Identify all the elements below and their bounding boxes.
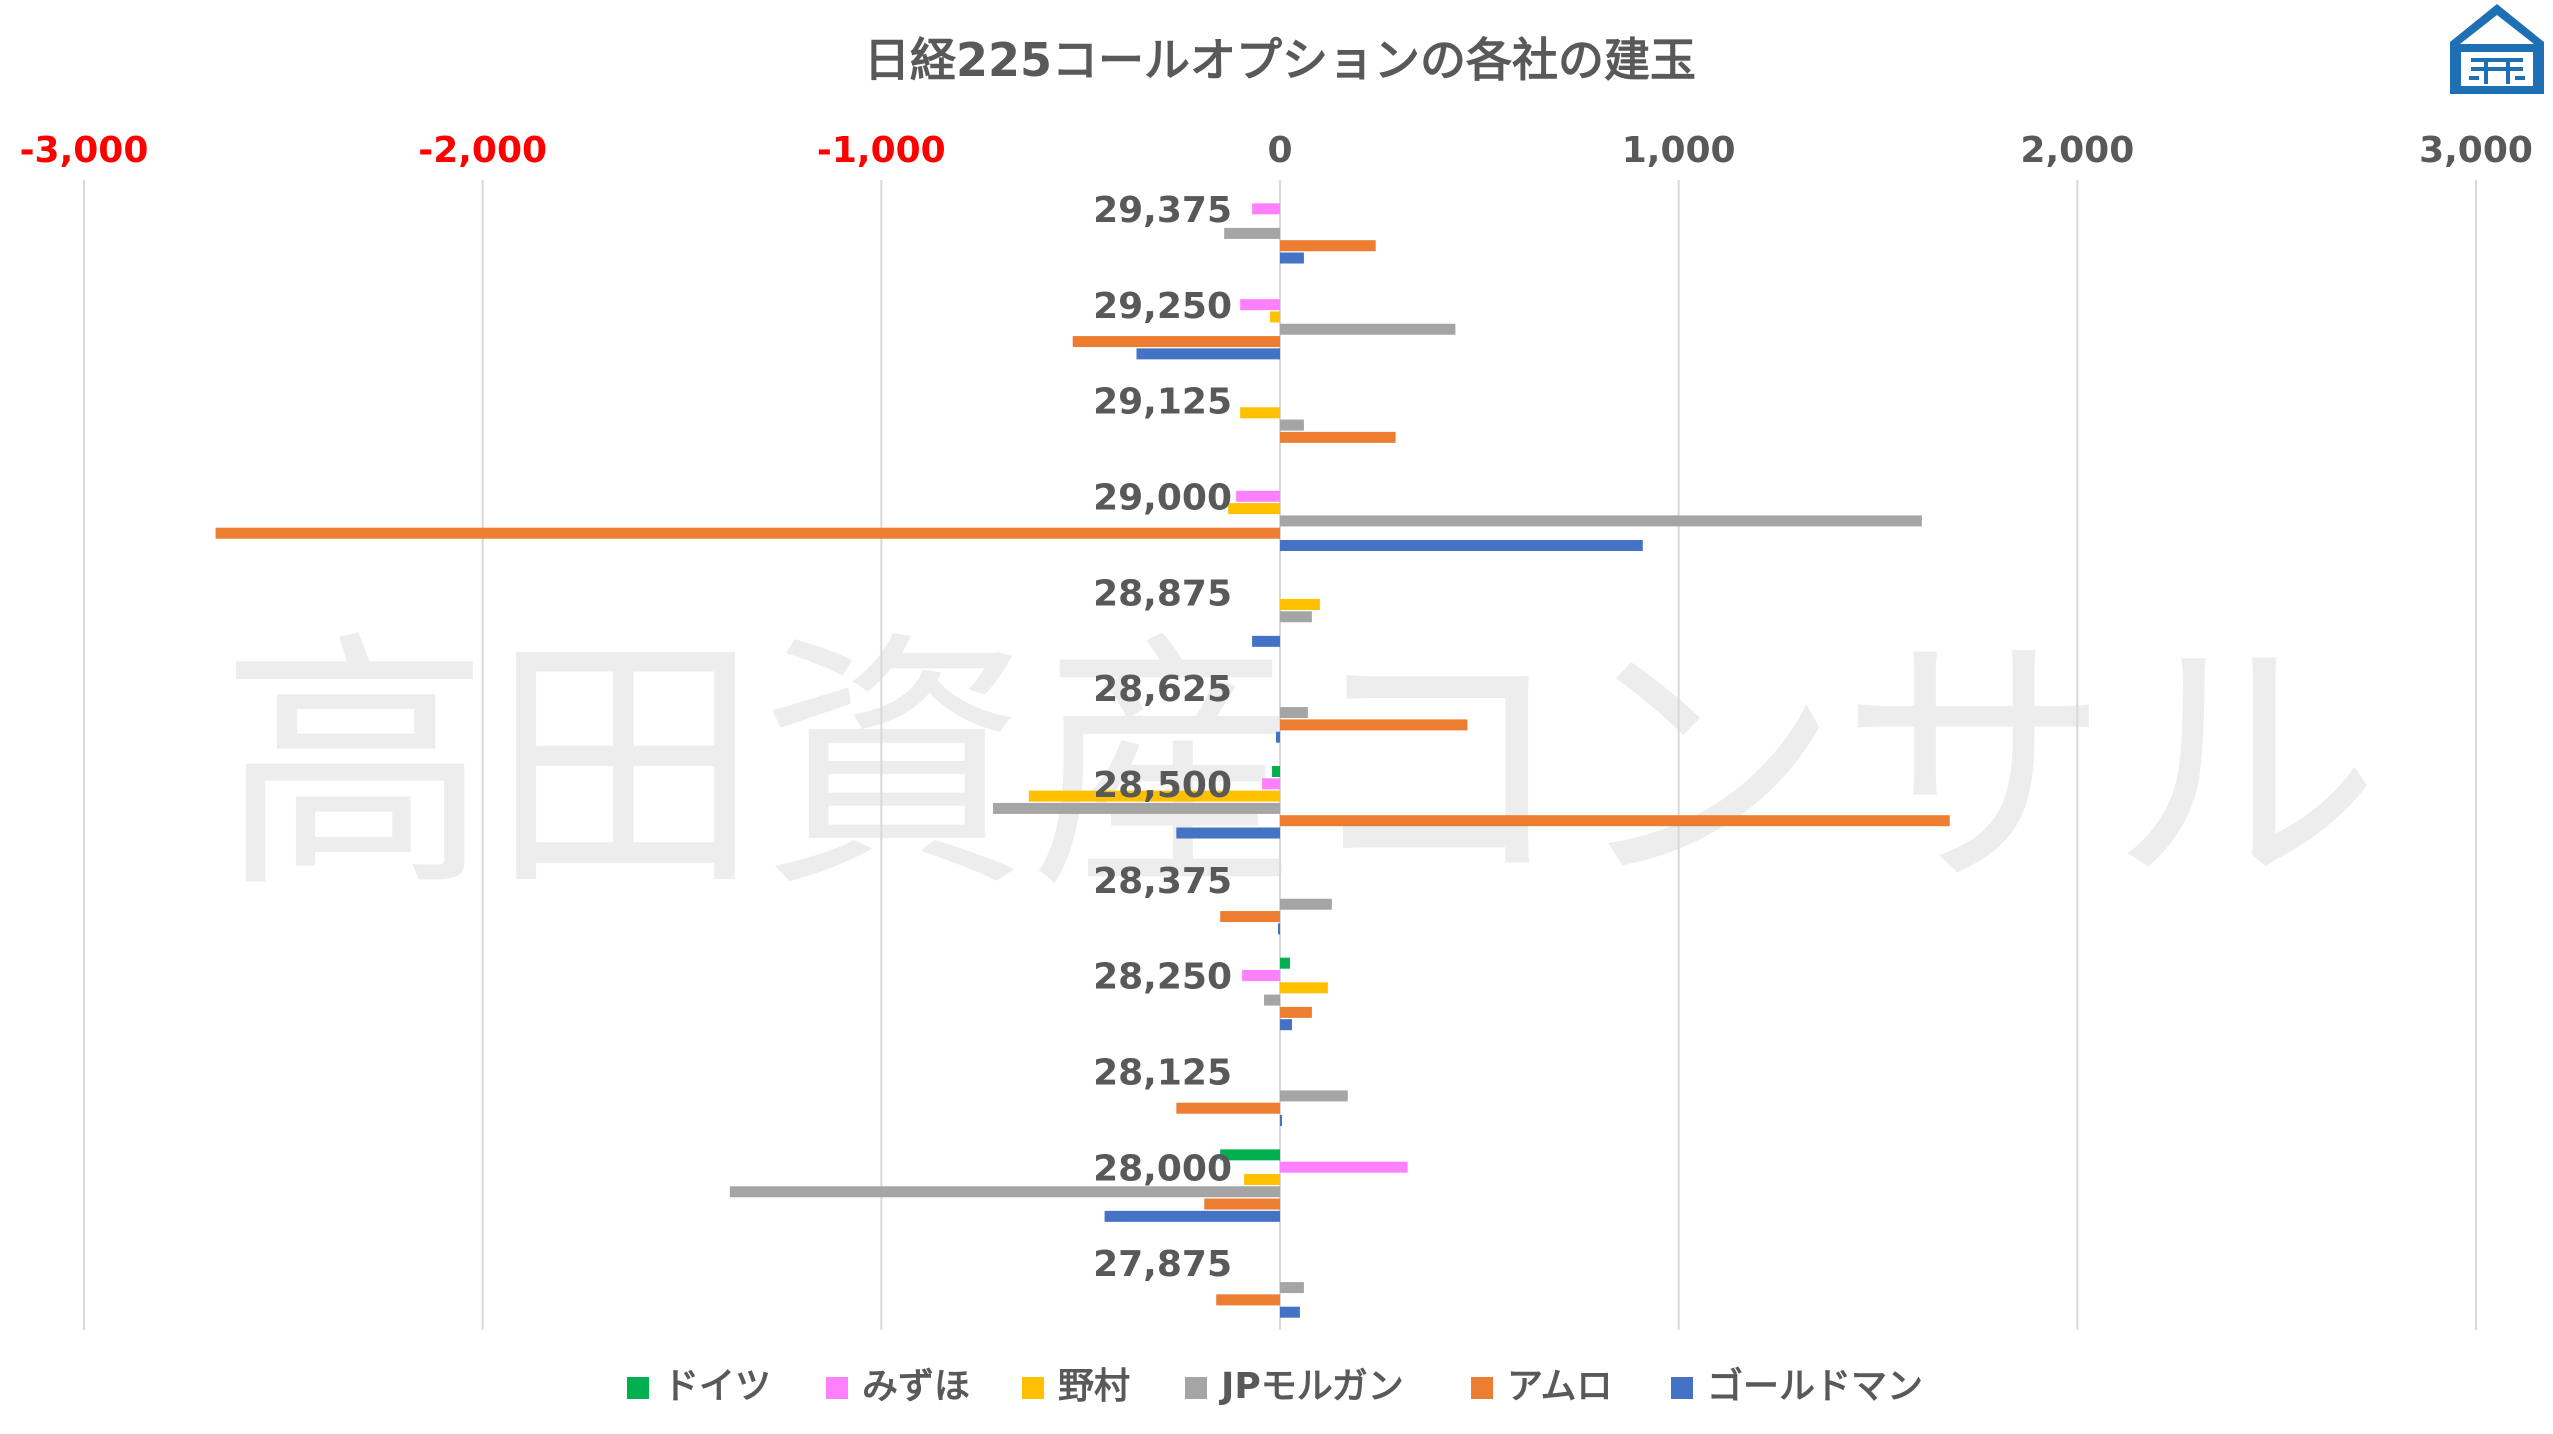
category-label: 28,000: [1093, 1148, 1232, 1189]
legend-swatch: [1022, 1377, 1044, 1399]
bar: [1280, 323, 1456, 335]
legend-swatch: [627, 1377, 649, 1399]
bar: [1252, 203, 1280, 215]
bar: [1280, 1090, 1348, 1102]
bar: [1072, 336, 1280, 348]
bar: [1242, 969, 1280, 981]
bar: [1280, 252, 1304, 264]
bars-group: [215, 203, 1950, 1318]
bar: [1216, 1294, 1280, 1306]
bar: [1244, 1173, 1280, 1185]
bar: [1104, 1210, 1280, 1222]
bar: [1280, 707, 1308, 719]
bar: [1280, 515, 1922, 527]
bar: [1264, 994, 1280, 1006]
category-label: 28,875: [1093, 573, 1232, 614]
house-logo: [2450, 4, 2544, 94]
bar: [1136, 348, 1280, 360]
x-tick-label: -1,000: [817, 130, 946, 171]
watermark-text: 高田資産コンサル: [220, 609, 2380, 924]
legend: ドイツ みずほ 野村 JPモルガン アムロ ゴールドマン: [627, 1365, 1923, 1407]
legend-label: JPモルガン: [1218, 1366, 1404, 1407]
bar: [1176, 1102, 1280, 1114]
bar: [1280, 1006, 1312, 1018]
x-tick-label: 1,000: [1622, 130, 1736, 171]
bar: [1176, 827, 1280, 839]
bar: [1240, 407, 1280, 419]
bar: [1280, 240, 1376, 252]
category-label: 27,875: [1093, 1244, 1232, 1285]
chart-title: 日経225コールオプションの各社の建玉: [864, 33, 1696, 87]
category-label: 28,375: [1093, 861, 1232, 902]
bar: [1252, 635, 1280, 647]
bar: [1280, 898, 1332, 910]
bar: [1280, 957, 1290, 969]
bar: [1280, 719, 1468, 731]
legend-swatch: [1471, 1377, 1493, 1399]
x-tick-label: -3,000: [20, 130, 149, 171]
category-labels: 29,375 29,250 29,125 29,000 28,875 28,625 28,5…: [1093, 190, 1232, 1285]
bar: [1224, 227, 1280, 239]
bar: [1240, 299, 1280, 311]
bar: [1280, 540, 1643, 552]
grid-lines: [83, 180, 2477, 1330]
bar: [1280, 1161, 1408, 1173]
bar: [992, 802, 1280, 814]
category-label: 28,250: [1093, 957, 1232, 998]
bar: [1028, 790, 1280, 802]
bar: [1280, 419, 1304, 431]
legend-swatch: [826, 1377, 848, 1399]
legend-swatch: [1671, 1377, 1693, 1399]
x-tick-label: 0: [1267, 130, 1292, 171]
bar: [1280, 982, 1328, 994]
category-label: 29,250: [1093, 286, 1232, 327]
bar: [1280, 1115, 1282, 1127]
bar: [1280, 815, 1950, 827]
legend-label: ゴールドマン: [1707, 1365, 1923, 1407]
bar: [729, 1186, 1280, 1198]
x-tick-label: -2,000: [418, 130, 547, 171]
bar: [1270, 311, 1280, 323]
x-tick-label: 2,000: [2020, 130, 2134, 171]
legend-label: ドイツ: [663, 1366, 771, 1407]
bar: [1262, 778, 1280, 790]
bar: [1220, 1149, 1280, 1161]
category-label: 29,375: [1093, 190, 1232, 231]
category-label: 29,000: [1093, 477, 1232, 518]
bar: [1280, 611, 1312, 623]
bar: [1280, 431, 1396, 443]
bar: [1280, 1282, 1304, 1294]
x-tick-label: 3,000: [2419, 130, 2533, 171]
category-label: 28,500: [1093, 765, 1232, 806]
category-label: 28,625: [1093, 669, 1232, 710]
x-tick-labels: -3,000 -2,000 -1,000 0 1,000 2,000 3,000: [20, 130, 2533, 171]
bar: [1204, 1198, 1280, 1210]
legend-label: アムロ: [1507, 1366, 1612, 1407]
bar: [1278, 923, 1280, 935]
category-label: 29,125: [1093, 382, 1232, 423]
bar: [1276, 731, 1280, 743]
bar: [1220, 911, 1280, 923]
bar: [215, 527, 1280, 539]
bar: [1272, 766, 1280, 778]
legend-swatch: [1185, 1377, 1207, 1399]
bar: [1228, 503, 1280, 515]
bar: [1280, 1019, 1292, 1031]
category-label: 28,125: [1093, 1052, 1232, 1093]
legend-label: みずほ: [862, 1366, 970, 1407]
bar: [1236, 490, 1280, 502]
bar: [1280, 598, 1320, 610]
bar: [1280, 1306, 1300, 1318]
legend-label: 野村: [1058, 1366, 1130, 1407]
